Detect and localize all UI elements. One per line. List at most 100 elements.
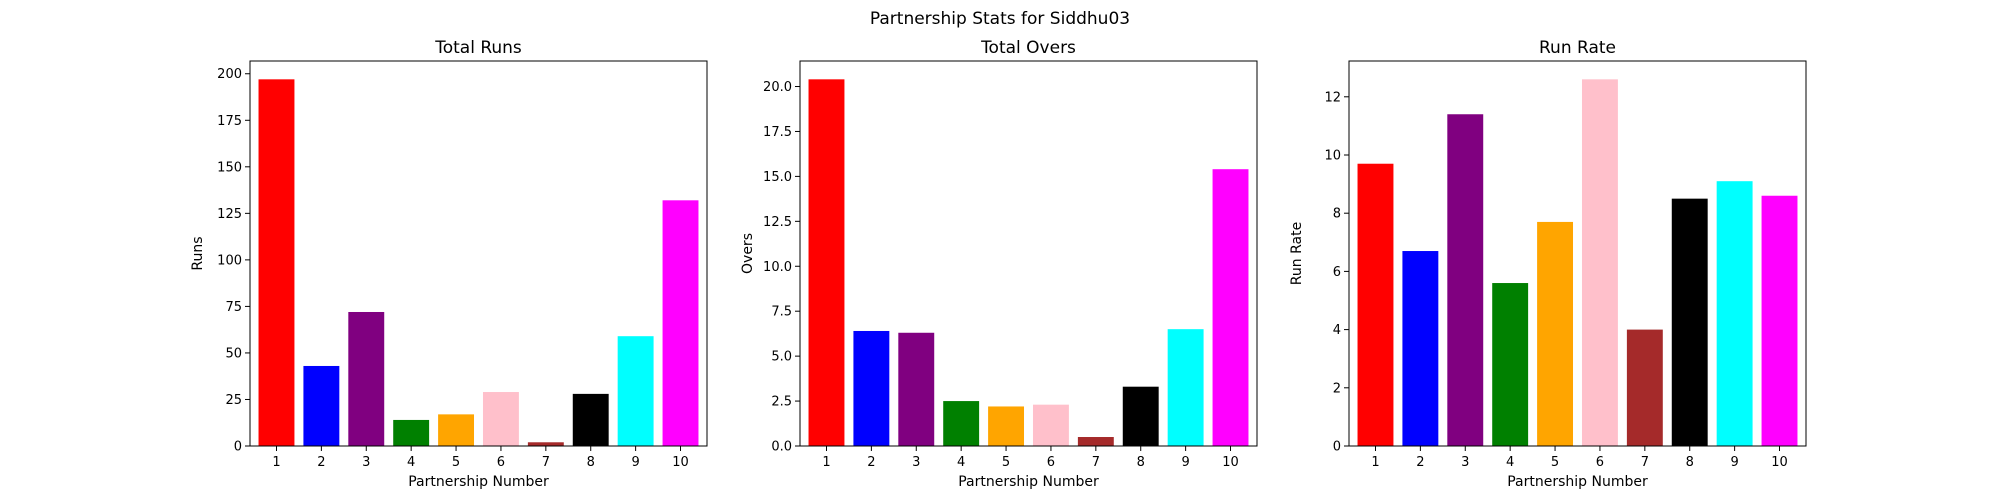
- x-tick-label: 9: [631, 455, 639, 470]
- y-tick-label: 50: [225, 346, 242, 361]
- x-axis-label: Partnership Number: [958, 474, 1099, 490]
- y-tick-label: 0: [234, 440, 242, 455]
- bar: [1447, 114, 1484, 446]
- y-axis-label: Overs: [740, 233, 756, 274]
- bar: [527, 442, 564, 446]
- x-tick-label: 3: [1461, 455, 1469, 470]
- y-tick-label: 25: [225, 393, 242, 408]
- bar: [1581, 79, 1618, 446]
- x-tick-label: 6: [497, 455, 505, 470]
- panel-title: Total Overs: [980, 38, 1076, 58]
- x-tick-label: 10: [1222, 455, 1239, 470]
- x-tick-label: 8: [587, 455, 595, 470]
- bar: [438, 414, 475, 446]
- y-tick-label: 7.5: [771, 305, 792, 320]
- bar: [1626, 329, 1663, 446]
- panel-title: Run Rate: [1539, 38, 1616, 58]
- x-tick-label: 2: [867, 455, 875, 470]
- axes-frame: [249, 60, 708, 447]
- y-axis-label: Runs: [190, 236, 206, 270]
- x-tick-label: 1: [822, 455, 830, 470]
- y-tick-label: 75: [225, 300, 242, 315]
- y-tick-label: 15.0: [763, 170, 792, 185]
- x-tick-label: 4: [957, 455, 965, 470]
- y-tick-label: 0: [1333, 440, 1341, 455]
- bar: [988, 406, 1025, 446]
- bar: [1077, 437, 1114, 446]
- y-tick-label: 5.0: [771, 350, 792, 365]
- x-axis-label: Partnership Number: [1507, 474, 1648, 490]
- y-tick-label: 12.5: [763, 215, 792, 230]
- x-tick-label: 9: [1730, 455, 1738, 470]
- chart-panel: 1 2 3 4 5 6 7 8 9 10 0.0 2.5 5.0 7.5 10.0 12.5 15.0 17.5 2…: [740, 38, 1258, 490]
- y-tick-label: 10.0: [763, 260, 792, 275]
- x-axis-label: Partnership Number: [408, 474, 549, 490]
- x-tick-label: 8: [1137, 455, 1145, 470]
- y-tick-label: 6: [1333, 265, 1341, 280]
- y-tick-label: 2: [1333, 381, 1341, 396]
- bar: [1761, 195, 1798, 446]
- x-tick-label: 6: [1047, 455, 1055, 470]
- bar: [1402, 251, 1439, 446]
- x-tick-label: 8: [1686, 455, 1694, 470]
- x-tick-label: 5: [452, 455, 460, 470]
- y-tick-label: 12: [1324, 90, 1341, 105]
- bar: [853, 330, 890, 446]
- bar: [393, 419, 430, 446]
- x-tick-label: 1: [272, 455, 280, 470]
- y-axis-label: Run Rate: [1289, 222, 1305, 285]
- bar: [1122, 386, 1159, 446]
- y-tick-label: 10: [1324, 148, 1341, 163]
- y-tick-label: 2.5: [771, 395, 792, 410]
- axes-frame: [1348, 60, 1807, 447]
- panel-title: Total Runs: [434, 38, 522, 58]
- y-tick-label: 4: [1333, 323, 1341, 338]
- bar: [482, 392, 519, 446]
- bar: [898, 332, 935, 446]
- y-tick-label: 20.0: [763, 80, 792, 95]
- y-tick-label: 100: [217, 253, 242, 268]
- x-tick-label: 1: [1371, 455, 1379, 470]
- y-tick-label: 150: [217, 160, 242, 175]
- bar: [1212, 169, 1249, 446]
- x-tick-label: 7: [1092, 455, 1100, 470]
- bar: [1537, 221, 1574, 446]
- x-tick-label: 2: [317, 455, 325, 470]
- y-tick-label: 125: [217, 207, 242, 222]
- bar: [617, 336, 654, 446]
- x-tick-label: 5: [1551, 455, 1559, 470]
- bar: [303, 365, 340, 446]
- bar: [1167, 329, 1204, 446]
- x-tick-label: 3: [362, 455, 370, 470]
- bar: [1032, 404, 1069, 446]
- figure-title: Partnership Stats for Siddhu03: [870, 9, 1130, 29]
- bar: [1716, 181, 1753, 446]
- bar: [348, 311, 385, 446]
- x-tick-label: 7: [1641, 455, 1649, 470]
- y-tick-label: 200: [217, 67, 242, 82]
- x-tick-label: 4: [407, 455, 415, 470]
- x-tick-label: 9: [1181, 455, 1189, 470]
- x-tick-label: 2: [1416, 455, 1424, 470]
- x-tick-label: 3: [912, 455, 920, 470]
- y-tick-label: 0.0: [771, 440, 792, 455]
- x-tick-label: 7: [542, 455, 550, 470]
- bar: [808, 79, 845, 446]
- bar: [258, 79, 295, 446]
- y-tick-label: 17.5: [763, 125, 792, 140]
- axes-frame: [799, 60, 1258, 447]
- x-tick-label: 5: [1002, 455, 1010, 470]
- bar: [943, 401, 980, 446]
- bar: [662, 200, 699, 446]
- bar: [1492, 283, 1529, 446]
- bar: [1671, 198, 1708, 446]
- y-tick-label: 175: [217, 114, 242, 129]
- x-tick-label: 4: [1506, 455, 1514, 470]
- y-tick-label: 8: [1333, 207, 1341, 222]
- x-tick-label: 10: [1771, 455, 1788, 470]
- x-tick-label: 10: [672, 455, 689, 470]
- bar: [572, 393, 609, 446]
